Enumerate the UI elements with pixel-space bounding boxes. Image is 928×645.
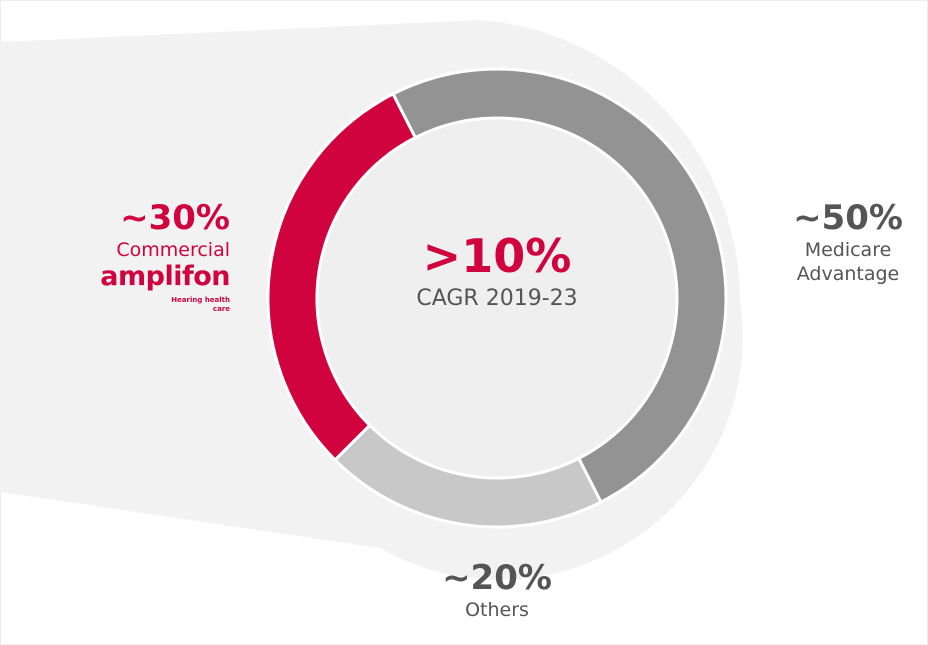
center-label: CAGR 2019-23 bbox=[416, 286, 578, 311]
center-value: >10% bbox=[422, 229, 572, 283]
slice-label: ~50% Medicare Advantage bbox=[768, 198, 928, 286]
slice-value-label: ~30% bbox=[120, 198, 230, 238]
slice-category-label: Medicare Advantage bbox=[796, 239, 900, 285]
slice-value-label: ~20% bbox=[442, 558, 552, 598]
slice-category-label: Commercial bbox=[116, 239, 230, 261]
logo-tagline: Hearing health care bbox=[171, 296, 230, 313]
center-value-box: >10% CAGR 2019-23 bbox=[347, 228, 647, 314]
logo-name: amplifon bbox=[100, 261, 230, 292]
slice-category-label: Others bbox=[465, 599, 529, 621]
donut-slice bbox=[391, 67, 728, 505]
inner-circle bbox=[317, 118, 677, 478]
slice-label: ~20% Others bbox=[400, 558, 594, 622]
donut-slice bbox=[266, 91, 418, 463]
slice-label: ~30% Commercial amplifon Hearing health car… bbox=[40, 198, 230, 314]
slice-value-label: ~50% bbox=[793, 198, 903, 238]
